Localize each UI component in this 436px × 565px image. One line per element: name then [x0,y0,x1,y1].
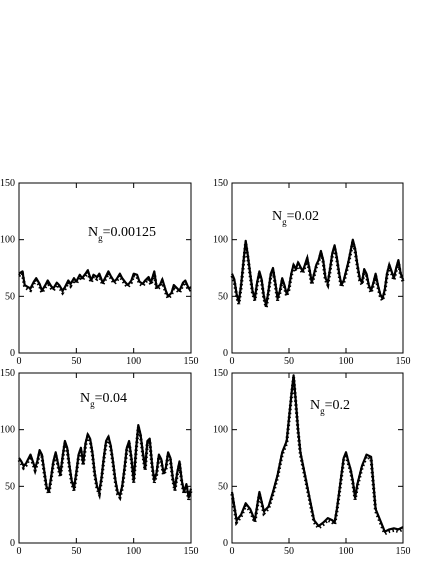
panel-2: 0 50 100 150 0 50 100 150 Ng=0.02 [213,178,411,367]
x-tick-label: 100 [339,546,354,557]
panel-4: 0 50 100 150 0 50 100 150 Ng=0.2 [213,368,411,557]
label-main: N [80,391,90,406]
x-tick-label: 150 [396,546,411,557]
y-tick-label: 150 [213,368,228,379]
label-main: N [272,209,282,224]
series-line [230,374,404,533]
y-tick-label: 100 [213,235,228,246]
plot-frame [18,182,192,354]
series-group [230,374,404,536]
panel-label: Ng=0.02 [272,209,319,227]
axis-ticks: 0 50 100 150 0 50 100 150 [213,178,411,367]
panel-label: Ng=0.04 [80,391,127,409]
plot-frame [231,182,404,354]
series-group [18,268,192,302]
x-tick-label: 100 [126,356,141,367]
y-tick-label: 50 [218,291,228,302]
label-value: =0.00125 [103,225,156,240]
label-sub: g [282,217,287,227]
label-value: =0.02 [287,209,319,224]
axis-ticks: 0 50 100 150 0 50 100 150 [213,368,411,557]
x-tick-label: 150 [184,546,199,557]
y-tick-label: 100 [0,425,15,436]
y-tick-label: 100 [213,425,228,436]
y-tick-label: 150 [213,178,228,189]
x-tick-label: 100 [339,356,354,367]
label-value: =0.04 [95,391,127,406]
y-tick-label: 50 [218,481,228,492]
x-tick-label: 100 [126,546,141,557]
y-tick-label: 150 [0,368,15,379]
y-tick-label: 150 [0,178,15,189]
series-group [230,238,405,308]
y-tick-label: 100 [0,235,15,246]
y-tick-label: 50 [5,291,15,302]
x-tick-label: 0 [17,356,22,367]
x-tick-label: 150 [184,356,199,367]
series-group [17,424,193,502]
y-tick-label: 0 [10,538,15,549]
series-line [230,238,405,307]
series-line-dashed [17,426,193,502]
y-tick-label: 0 [223,348,228,359]
x-tick-label: 50 [284,546,294,557]
panel-label: Ng=0.2 [310,398,350,416]
x-tick-label: 0 [17,546,22,557]
axis-ticks: 0 50 100 150 0 50 100 150 [0,178,199,367]
y-tick-label: 50 [5,481,15,492]
label-main: N [88,225,98,240]
x-tick-label: 50 [71,356,81,367]
panel-1: 0 50 100 150 0 50 100 150 Ng=0.00125 [0,178,199,367]
y-tick-label: 0 [223,538,228,549]
x-tick-label: 150 [396,356,411,367]
x-tick-label: 0 [230,546,235,557]
x-tick-label: 50 [71,546,81,557]
label-value: =0.2 [325,398,350,413]
axis-ticks: 0 50 100 150 0 50 100 150 [0,368,199,557]
label-sub: g [320,406,325,416]
x-tick-label: 50 [284,356,294,367]
panel-3: 0 50 100 150 0 50 100 150 Ng=0.04 [0,368,199,557]
label-sub: g [90,399,95,409]
series-line-dashed [230,377,404,536]
x-tick-label: 0 [230,356,235,367]
label-main: N [310,398,320,413]
series-line-dashed [230,241,405,308]
label-sub: g [98,233,103,243]
plot-frame [231,372,404,544]
series-line-dashed [18,268,192,302]
panel-label: Ng=0.00125 [88,225,156,243]
y-tick-label: 0 [10,348,15,359]
